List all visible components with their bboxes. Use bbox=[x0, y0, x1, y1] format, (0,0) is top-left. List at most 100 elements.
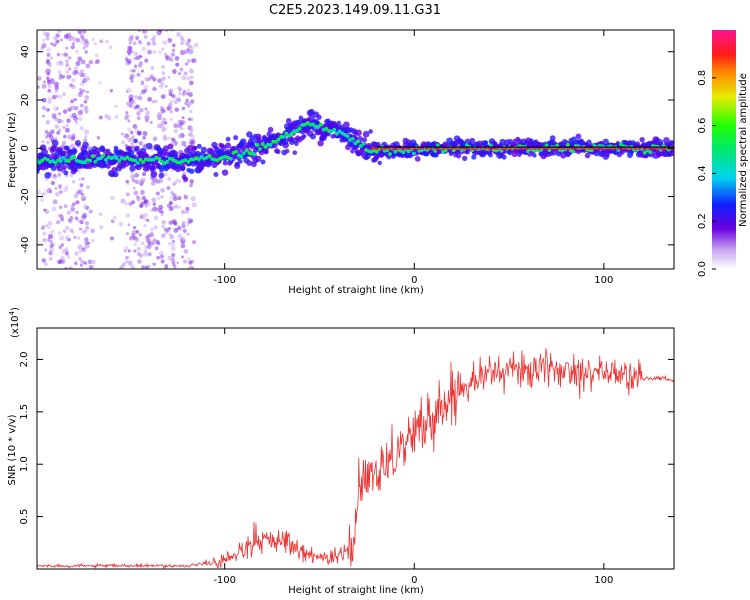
spectrogram-peak-point bbox=[117, 158, 122, 163]
spectrogram-noise-point bbox=[83, 138, 88, 143]
spectrogram-noise-point bbox=[175, 62, 180, 67]
spectrogram-noise-point bbox=[85, 226, 90, 230]
spectrogram-noise-point bbox=[41, 258, 47, 263]
spectrogram-noise-point bbox=[57, 69, 62, 74]
spectrogram-peak-point bbox=[82, 160, 87, 165]
spectrogram-noise-point bbox=[179, 49, 186, 56]
spectrogram-noise-point bbox=[42, 231, 47, 236]
spectrogram-noise-point bbox=[125, 213, 130, 218]
spectrogram-noise-point bbox=[133, 226, 137, 230]
spectrogram-noise-point bbox=[56, 52, 61, 57]
spectrogram-xtick-label: 0 bbox=[411, 275, 417, 286]
spectrogram-peak-point bbox=[271, 139, 276, 144]
spectrogram-noise-point bbox=[134, 172, 139, 178]
spectrogram-point bbox=[246, 160, 253, 167]
spectrogram-point bbox=[584, 152, 591, 159]
spectrogram-noise-point bbox=[153, 225, 158, 230]
spectrogram-noise-point bbox=[44, 135, 49, 139]
spectrogram-noise-point bbox=[58, 75, 63, 80]
spectrogram-point bbox=[162, 145, 169, 152]
spectrogram-ytick-label: -40 bbox=[20, 237, 31, 253]
spectrogram-noise-point bbox=[152, 86, 157, 92]
spectrogram-noise-point bbox=[144, 107, 148, 111]
spectrogram-noise-point bbox=[181, 106, 186, 111]
spectrogram-point bbox=[669, 140, 674, 147]
spectrogram-noise-point bbox=[128, 41, 132, 45]
spectrogram-noise-point bbox=[131, 200, 135, 205]
spectrogram-noise-point bbox=[159, 254, 164, 259]
spectrogram-peak-point bbox=[263, 145, 268, 149]
spectrogram-noise-point bbox=[170, 241, 176, 247]
spectrogram-noise-point bbox=[79, 184, 84, 189]
spectrogram-noise-point bbox=[88, 209, 94, 215]
spectrogram-xtick-label: 100 bbox=[594, 275, 613, 286]
spectrogram-point bbox=[113, 171, 119, 178]
spectrogram-noise-point bbox=[173, 128, 179, 134]
spectrogram-noise-point bbox=[184, 49, 189, 55]
spectrogram-noise-point bbox=[166, 136, 171, 140]
spectrogram-noise-point bbox=[91, 239, 95, 243]
spectrogram-noise-point bbox=[150, 37, 156, 42]
spectrogram-noise-point bbox=[56, 131, 61, 135]
spectrogram-noise-point bbox=[40, 198, 44, 202]
spectrogram-noise-point bbox=[127, 119, 131, 123]
spectrogram-noise-point bbox=[183, 195, 189, 200]
spectrogram-noise-point bbox=[98, 115, 103, 120]
spectrogram-noise-point bbox=[138, 140, 144, 146]
spectrogram-noise-point bbox=[143, 34, 148, 40]
spectrogram-peak-point bbox=[101, 153, 106, 158]
spectrogram-peak-point bbox=[337, 129, 342, 134]
spectrogram-noise-point bbox=[171, 257, 175, 262]
spectrogram-ylabel: Frequency (Hz) bbox=[7, 112, 18, 188]
spectrogram-peak-point bbox=[295, 128, 300, 133]
spectrogram-noise-point bbox=[180, 35, 184, 39]
spectrogram-noise-point bbox=[109, 195, 115, 201]
spectrogram-noise-point bbox=[49, 81, 54, 85]
spectrogram-noise-point bbox=[185, 98, 189, 102]
snr-xtick-label: 100 bbox=[594, 575, 613, 586]
spectrogram-peak-point bbox=[273, 139, 278, 144]
spectrogram-noise-point bbox=[136, 116, 141, 121]
spectrogram-noise-point bbox=[177, 86, 181, 90]
spectrogram-point bbox=[72, 148, 78, 154]
spectrogram-noise-point bbox=[127, 223, 131, 227]
spectrogram-noise-point bbox=[80, 195, 85, 199]
snr-ylabel: SNR (10 * v/v) bbox=[7, 414, 18, 485]
spectrogram-noise-point bbox=[142, 135, 146, 140]
spectrogram-noise-point bbox=[57, 172, 62, 177]
spectrogram-noise-point bbox=[135, 36, 140, 40]
spectrogram-noise-point bbox=[176, 261, 180, 265]
spectrogram-noise-point bbox=[140, 69, 145, 73]
spectrogram-noise-point bbox=[78, 116, 83, 122]
spectrogram-noise-point bbox=[157, 50, 162, 55]
spectrogram-point bbox=[72, 167, 78, 172]
spectrogram-point bbox=[192, 145, 198, 151]
spectrogram-noise-point bbox=[48, 84, 52, 89]
spectrogram-point bbox=[233, 135, 239, 141]
spectrogram-noise-point bbox=[188, 260, 193, 265]
spectrogram-noise-point bbox=[81, 177, 85, 181]
spectrogram-noise-point bbox=[47, 238, 51, 242]
spectrogram-noise-point bbox=[71, 180, 76, 184]
spectrogram-noise-point bbox=[74, 119, 78, 123]
spectrogram-noise-point bbox=[141, 89, 146, 95]
spectrogram-noise-point bbox=[48, 234, 54, 240]
spectrogram-peak-point bbox=[287, 133, 292, 138]
spectrogram-point bbox=[350, 148, 355, 154]
spectrogram-noise-point bbox=[124, 202, 128, 206]
spectrogram-noise-point bbox=[41, 226, 45, 230]
spectrogram-point bbox=[61, 150, 67, 156]
spectrogram-noise-point bbox=[147, 252, 152, 257]
spectrogram-noise-point bbox=[78, 177, 82, 181]
spectrogram-noise-point bbox=[132, 123, 138, 129]
snr-ytick-label: 1.5 bbox=[19, 404, 30, 420]
spectrogram-noise-point bbox=[61, 53, 65, 57]
spectrogram-peak-point bbox=[242, 151, 246, 155]
spectrogram-ytick-label: 20 bbox=[20, 94, 31, 107]
spectrogram-noise-point bbox=[173, 204, 178, 209]
spectrogram-peak-point bbox=[133, 158, 138, 163]
spectrogram-noise-point bbox=[153, 215, 159, 221]
spectrogram-noise-point bbox=[69, 207, 75, 212]
spectrogram-noise-point bbox=[130, 99, 136, 105]
